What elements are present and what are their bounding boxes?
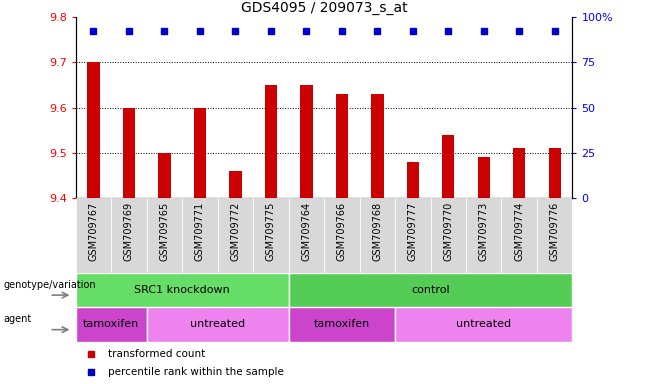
Bar [76,198,111,273]
Bar [111,198,147,273]
Bar [158,153,170,198]
Text: genotype/variation: genotype/variation [3,280,96,290]
Bar [88,63,99,198]
Bar [289,198,324,273]
Text: GSM709769: GSM709769 [124,202,134,261]
Text: GSM709768: GSM709768 [372,202,382,261]
Text: agent: agent [3,314,32,324]
Text: untreated: untreated [190,319,245,329]
Bar [300,85,313,198]
Bar [182,198,218,273]
Bar [371,94,384,198]
Text: transformed count: transformed count [108,349,205,359]
Title: GDS4095 / 209073_s_at: GDS4095 / 209073_s_at [241,1,407,15]
Bar [537,198,572,273]
Bar [193,108,206,198]
Bar [253,198,289,273]
Text: control: control [411,285,450,295]
Bar [265,85,277,198]
Text: GSM709777: GSM709777 [408,202,418,261]
Bar [430,198,466,273]
Text: GSM709775: GSM709775 [266,202,276,261]
Bar [147,198,182,273]
Text: tamoxifen: tamoxifen [314,319,370,329]
Bar [289,273,572,307]
Text: GSM709774: GSM709774 [515,202,524,261]
Bar [395,198,430,273]
Bar [229,171,241,198]
Text: tamoxifen: tamoxifen [83,319,139,329]
Bar [147,307,289,342]
Bar [289,307,395,342]
Text: GSM709771: GSM709771 [195,202,205,261]
Text: GSM709765: GSM709765 [159,202,169,261]
Text: untreated: untreated [456,319,511,329]
Text: SRC1 knockdown: SRC1 knockdown [134,285,230,295]
Bar [442,135,455,198]
Bar [336,94,348,198]
Bar [466,198,501,273]
Text: GSM709776: GSM709776 [549,202,560,261]
Bar [122,108,135,198]
Bar [549,148,561,198]
Bar [76,307,147,342]
Text: GSM709764: GSM709764 [301,202,311,261]
Text: percentile rank within the sample: percentile rank within the sample [108,367,284,377]
Bar [324,198,359,273]
Bar [501,198,537,273]
Bar [407,162,419,198]
Text: GSM709767: GSM709767 [88,202,99,261]
Bar [359,198,395,273]
Bar [513,148,526,198]
Bar [218,198,253,273]
Bar [478,157,490,198]
Bar [76,273,289,307]
Text: GSM709773: GSM709773 [479,202,489,261]
Text: GSM709770: GSM709770 [443,202,453,261]
Text: GSM709772: GSM709772 [230,202,240,261]
Text: GSM709766: GSM709766 [337,202,347,261]
Bar [395,307,572,342]
